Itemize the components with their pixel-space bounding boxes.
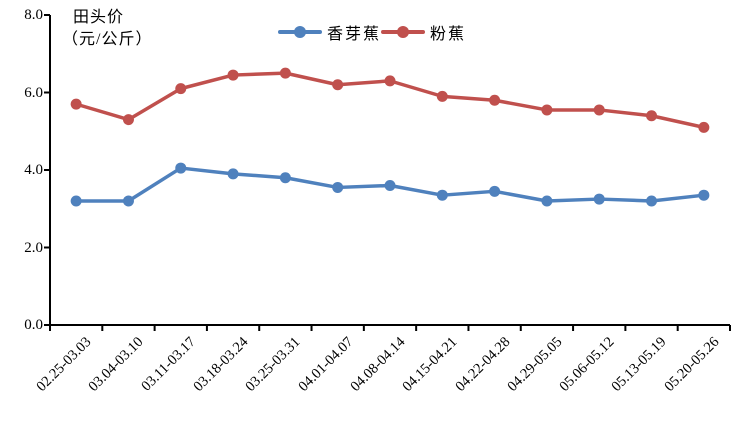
data-point-marker (593, 104, 605, 116)
data-point-marker (122, 195, 134, 207)
data-point-marker (175, 162, 187, 174)
data-point-marker (541, 104, 553, 116)
data-point-marker (227, 168, 239, 180)
data-point-marker (70, 195, 82, 207)
data-point-marker (436, 189, 448, 201)
data-point-marker (70, 98, 82, 110)
data-point-marker (593, 193, 605, 205)
y-axis-title-line2: （元/公斤） (62, 31, 153, 48)
data-point-marker (332, 79, 344, 91)
red-dot-icon (397, 26, 410, 38)
axis-lines (49, 15, 730, 326)
legend-label-fenjiao: 粉蕉 (430, 26, 467, 43)
data-point-marker (279, 67, 291, 79)
axis-tick-marks (44, 14, 731, 331)
y-tick-label: 6.0 (24, 84, 43, 101)
data-point-marker (384, 180, 396, 191)
data-point-marker (698, 121, 710, 133)
data-point-marker (698, 189, 710, 201)
data-point-marker (489, 94, 501, 106)
y-tick-label: 4.0 (24, 162, 43, 178)
y-tick-label: 8.0 (24, 7, 43, 23)
data-point-marker (122, 114, 134, 126)
y-tick-label: 0.0 (24, 317, 43, 333)
legend-item-xiangyajiao: 香芽蕉 (278, 20, 381, 44)
data-point-marker (541, 195, 553, 207)
y-axis-title-line1: 田头价 (73, 9, 125, 26)
legend: 香芽蕉 粉蕉 (278, 20, 466, 44)
data-point-marker (436, 90, 448, 102)
y-axis-title: 田头价 （元/公斤） (62, 7, 152, 51)
y-tick-label: 2.0 (24, 239, 43, 256)
data-point-marker (279, 172, 291, 184)
data-point-marker (646, 110, 658, 122)
red-line-marker-icon (381, 26, 426, 38)
data-point-marker (227, 69, 239, 81)
data-point-marker (332, 181, 344, 193)
data-point-marker (384, 75, 396, 87)
data-point-marker (175, 83, 187, 95)
data-point-marker (489, 185, 501, 197)
blue-dot-icon (294, 26, 306, 38)
blue-line-marker-icon (278, 26, 322, 38)
legend-item-fenjiao: 粉蕉 (381, 20, 466, 44)
data-point-marker (646, 195, 658, 207)
legend-label-xiangyajiao: 香芽蕉 (327, 26, 382, 43)
